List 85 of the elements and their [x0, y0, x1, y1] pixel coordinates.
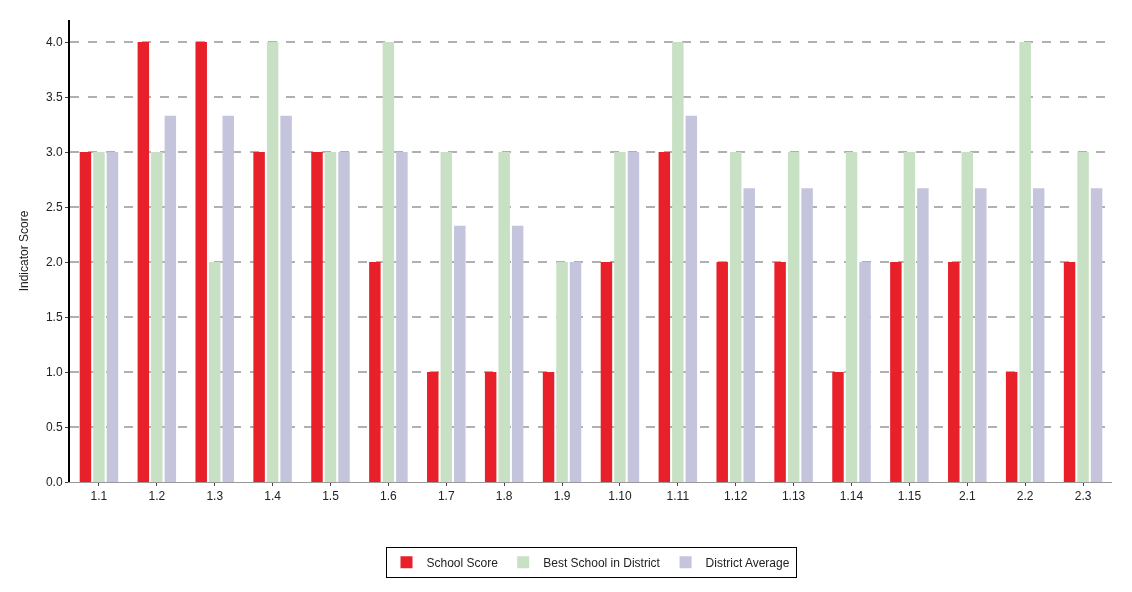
x-tick-label: 2.1	[958, 489, 976, 504]
y-tick-label: 0.5	[45, 420, 63, 435]
bar	[427, 372, 439, 482]
bar	[787, 152, 800, 482]
bar	[556, 262, 568, 482]
x-tick-label: 1.12	[724, 489, 748, 504]
bar	[324, 152, 337, 482]
y-tick-label: 1.0	[45, 365, 63, 380]
bar	[253, 152, 265, 482]
y-axis-title: Indicator Score	[16, 210, 31, 292]
bar	[137, 42, 150, 482]
bar	[614, 152, 626, 482]
bar	[164, 115, 177, 482]
x-tick-label: 1.2	[148, 489, 166, 504]
bar	[569, 262, 582, 482]
bar	[280, 115, 292, 482]
bar	[627, 152, 640, 482]
bar	[106, 152, 119, 482]
x-tick-label: 2.2	[1016, 489, 1034, 504]
bar	[498, 152, 510, 482]
bar	[338, 152, 350, 482]
bar	[511, 225, 524, 482]
y-tick-label: 2.0	[45, 255, 63, 270]
bar	[948, 262, 960, 482]
bar	[743, 188, 755, 482]
x-tick-label: 1.9	[553, 489, 571, 504]
bar	[845, 152, 858, 482]
bar	[440, 152, 453, 482]
bar	[266, 42, 279, 482]
bar	[195, 42, 207, 482]
bar	[1032, 188, 1045, 482]
x-tick-label: 2.3	[1074, 489, 1092, 504]
bar	[208, 262, 221, 482]
bar	[917, 188, 929, 482]
x-tick-label: 1.6	[380, 489, 398, 504]
x-tick-label: 1.4	[264, 489, 282, 504]
bar	[542, 372, 555, 482]
bar	[396, 152, 408, 482]
bar	[859, 262, 871, 482]
bar	[903, 152, 916, 482]
bar	[1077, 152, 1089, 482]
x-tick-label: 1.10	[608, 489, 632, 504]
bar	[975, 188, 987, 482]
y-tick-label: 2.5	[45, 200, 63, 215]
y-tick-label: 3.0	[45, 145, 63, 160]
bar	[382, 42, 395, 482]
x-tick-label: 1.5	[322, 489, 340, 504]
bar	[658, 152, 671, 482]
bar	[1090, 188, 1103, 482]
legend-label: District Average	[705, 555, 790, 570]
bar	[832, 372, 844, 482]
bar	[685, 115, 698, 482]
y-tick-label: 4.0	[45, 35, 63, 50]
bar	[672, 42, 684, 482]
legend-label: School Score	[426, 555, 499, 570]
x-tick-label: 1.13	[781, 489, 806, 504]
bar	[600, 262, 613, 482]
bar	[801, 188, 813, 482]
bar	[1005, 372, 1018, 482]
bar	[961, 152, 974, 482]
x-tick-label: 1.3	[206, 489, 224, 504]
bar	[1063, 262, 1076, 482]
y-tick-label: 3.5	[45, 90, 63, 105]
bar	[1019, 42, 1031, 482]
bar	[716, 262, 728, 482]
x-tick-label: 1.15	[897, 489, 922, 504]
x-tick-label: 1.11	[666, 489, 690, 504]
x-tick-label: 1.1	[90, 489, 108, 504]
x-tick-label: 1.8	[495, 489, 513, 504]
bar	[774, 262, 786, 482]
bar	[484, 372, 497, 482]
y-tick-label: 0.0	[45, 475, 63, 490]
bar	[151, 152, 163, 482]
y-tick-label: 1.5	[45, 310, 63, 325]
x-tick-label: 1.14	[839, 489, 864, 504]
bar	[311, 152, 323, 482]
bar	[222, 115, 234, 482]
bar	[79, 152, 92, 482]
bar	[369, 262, 381, 482]
legend-label: Best School in District	[543, 555, 661, 570]
x-tick-label: 1.7	[437, 489, 455, 504]
bar	[454, 225, 466, 482]
bar	[93, 152, 105, 482]
bar	[890, 262, 902, 482]
bar	[729, 152, 742, 482]
